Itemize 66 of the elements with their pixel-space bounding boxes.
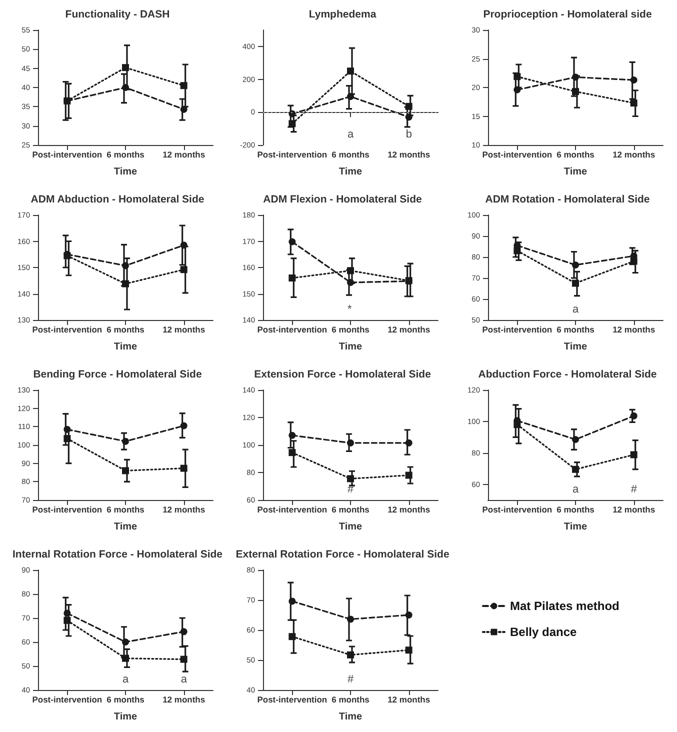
x-axis-title: Time — [564, 522, 588, 532]
x-tick-label: Post-intervention — [257, 694, 328, 704]
x-tick-label: 6 months — [332, 324, 370, 334]
chart-title: ADM Flexion - Homolateral Side — [263, 194, 422, 206]
x-tick-label: 6 months — [556, 504, 595, 514]
x-axis-title: Time — [564, 166, 588, 178]
x-tick-label: 12 months — [162, 694, 206, 704]
annotation: a — [348, 128, 354, 140]
annotation: # — [630, 484, 638, 496]
chart-title: Internal Rotation Force - Homolateral Side — [12, 548, 223, 560]
x-tick-label: 12 months — [612, 150, 656, 160]
x-axis-title: Time — [338, 712, 363, 722]
x-axis-title: Time — [338, 342, 363, 352]
x-tick-label: 6 months — [106, 324, 145, 334]
annotation: a — [180, 674, 188, 686]
chart-title: External Rotation Force - Homolateral Side — [236, 548, 450, 560]
x-tick-label: Post-intervention — [257, 150, 328, 160]
x-tick-label: 12 months — [388, 504, 430, 514]
annotation: a — [122, 674, 130, 686]
x-tick-label: Post-intervention — [482, 324, 552, 334]
x-tick-label: Post-intervention — [32, 150, 102, 160]
chart-title: Bending Force - Homolateral Side — [33, 368, 202, 380]
x-tick-label: 6 months — [332, 150, 370, 160]
x-axis-title: Time — [564, 342, 588, 352]
legend-label: Belly dance — [510, 625, 578, 639]
x-tick-label: Post-intervention — [257, 324, 328, 334]
x-axis-title: Time — [114, 342, 138, 352]
x-tick-label: 12 months — [612, 504, 656, 514]
chart-title: Functionality - DASH — [65, 8, 170, 20]
x-tick-label: 6 months — [106, 504, 145, 514]
x-tick-label: 12 months — [388, 694, 430, 704]
x-tick-label: 6 months — [106, 694, 145, 704]
x-axis-title: Time — [114, 166, 138, 178]
x-tick-label: Post-intervention — [32, 694, 102, 704]
x-axis-title: Time — [338, 522, 363, 532]
x-tick-label: Post-intervention — [482, 504, 552, 514]
chart-title: Lymphedema — [308, 8, 376, 20]
chart-title: Proprioception - Homolateral side — [483, 8, 652, 20]
chart-title: ADM Abduction - Homolateral Side — [30, 194, 204, 206]
annotation: # — [348, 674, 354, 686]
x-tick-label: Post-intervention — [257, 504, 328, 514]
x-tick-label: 6 months — [332, 504, 370, 514]
chart-title: Abduction Force - Homolateral Side — [478, 368, 657, 380]
annotation: a — [572, 484, 580, 496]
x-tick-label: 6 months — [332, 694, 370, 704]
x-tick-label: Post-intervention — [482, 150, 552, 160]
x-axis-title: Time — [114, 522, 138, 532]
x-tick-label: 6 months — [556, 150, 595, 160]
x-tick-label: 6 months — [106, 150, 145, 160]
chart-title: ADM Rotation - Homolateral Side — [485, 194, 650, 206]
x-tick-label: 12 months — [162, 150, 206, 160]
annotation: a — [572, 304, 580, 316]
x-tick-label: 12 months — [388, 324, 430, 334]
chart-title: Extension Force - Homolateral Side — [254, 368, 432, 380]
x-axis-title: Time — [114, 712, 138, 722]
x-axis-title: Time — [338, 166, 363, 178]
x-tick-label: 12 months — [612, 324, 656, 334]
x-tick-label: 12 months — [162, 504, 206, 514]
x-tick-label: Post-intervention — [32, 324, 102, 334]
legend-label: Mat Pilates method — [510, 599, 620, 613]
x-tick-label: 12 months — [162, 324, 206, 334]
x-tick-label: 6 months — [556, 324, 595, 334]
x-tick-label: Post-intervention — [32, 504, 102, 514]
annotation: * — [348, 304, 352, 316]
x-tick-label: 12 months — [388, 150, 430, 160]
annotation: b — [406, 128, 412, 140]
